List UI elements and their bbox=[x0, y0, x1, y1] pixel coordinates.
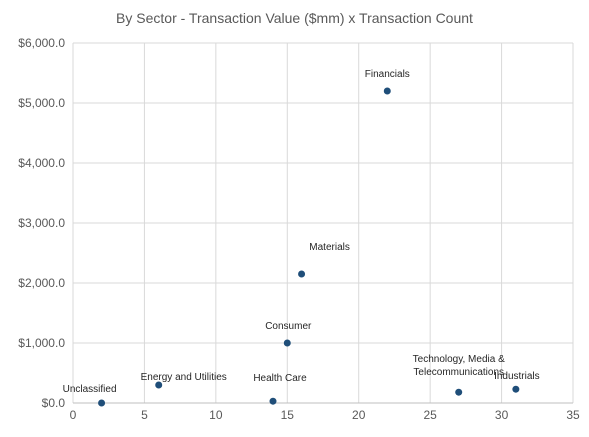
y-tick-label: $5,000.0 bbox=[18, 96, 65, 110]
data-point bbox=[98, 399, 106, 407]
y-tick-label: $4,000.0 bbox=[18, 156, 65, 170]
data-point bbox=[269, 397, 277, 405]
y-tick-label: $1,000.0 bbox=[18, 336, 65, 350]
grid-lines bbox=[72, 42, 574, 404]
x-tick-label: 35 bbox=[566, 408, 580, 422]
data-point bbox=[298, 270, 306, 278]
data-point bbox=[512, 385, 520, 393]
data-labels: Unclassified Energy and Utilities Health C… bbox=[63, 69, 540, 395]
data-point bbox=[383, 87, 391, 95]
data-label: Technology, Media & Telecommunications bbox=[413, 354, 505, 378]
y-tick-label: $6,000.0 bbox=[18, 36, 65, 50]
x-tick-label: 10 bbox=[209, 408, 223, 422]
y-tick-label: $2,000.0 bbox=[18, 276, 65, 290]
data-label: Materials bbox=[309, 242, 350, 253]
data-point bbox=[455, 388, 463, 396]
data-points bbox=[98, 87, 520, 407]
data-label: Health Care bbox=[253, 373, 307, 384]
data-point bbox=[283, 339, 291, 347]
chart-title: By Sector - Transaction Value ($mm) x Tr… bbox=[116, 10, 473, 26]
y-tick-label: $3,000.0 bbox=[18, 216, 65, 230]
x-tick-label: 5 bbox=[141, 408, 148, 422]
data-label: Unclassified bbox=[63, 384, 117, 395]
x-tick-label: 30 bbox=[495, 408, 509, 422]
x-tick-label: 20 bbox=[352, 408, 366, 422]
x-axis-ticks: 0 5 10 15 20 25 30 35 bbox=[70, 408, 580, 422]
y-tick-label: $0.0 bbox=[42, 396, 66, 410]
x-tick-label: 25 bbox=[423, 408, 437, 422]
data-label: Financials bbox=[365, 69, 410, 80]
data-label: Industrials bbox=[494, 371, 540, 382]
data-label: Consumer bbox=[265, 321, 312, 332]
data-point bbox=[155, 381, 163, 389]
data-label: Energy and Utilities bbox=[141, 372, 227, 383]
x-tick-label: 0 bbox=[70, 408, 77, 422]
y-axis-ticks: $0.0 $1,000.0 $2,000.0 $3,000.0 $4,000.0 $5,0… bbox=[18, 36, 65, 410]
x-tick-label: 15 bbox=[281, 408, 295, 422]
